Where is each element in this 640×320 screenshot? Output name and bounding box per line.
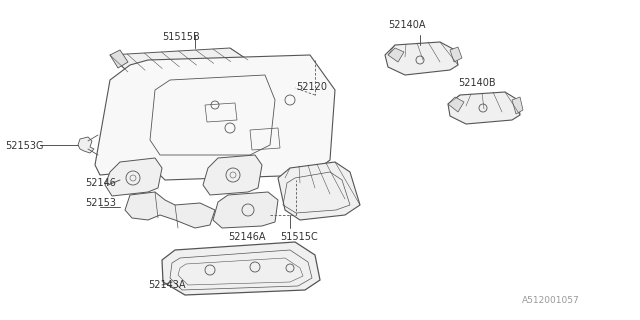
Polygon shape (450, 47, 462, 62)
Polygon shape (105, 158, 162, 196)
Text: 52153G: 52153G (5, 141, 44, 151)
Polygon shape (125, 192, 215, 228)
Text: 52140A: 52140A (388, 20, 426, 30)
Text: 52153: 52153 (85, 198, 116, 208)
Text: A512001057: A512001057 (522, 296, 580, 305)
Polygon shape (110, 48, 248, 72)
Polygon shape (512, 97, 523, 114)
Text: 52120: 52120 (296, 82, 327, 92)
Polygon shape (448, 92, 520, 124)
Polygon shape (448, 97, 464, 112)
Polygon shape (78, 137, 94, 153)
Text: 52143A: 52143A (148, 280, 186, 290)
Polygon shape (388, 48, 404, 62)
Text: 52140B: 52140B (458, 78, 495, 88)
Polygon shape (213, 192, 278, 228)
Text: 52146: 52146 (85, 178, 116, 188)
Polygon shape (162, 242, 320, 295)
Text: 51515B: 51515B (162, 32, 200, 42)
Polygon shape (95, 55, 335, 180)
Polygon shape (385, 42, 458, 75)
Polygon shape (203, 155, 262, 195)
Polygon shape (278, 162, 360, 220)
Polygon shape (110, 50, 128, 68)
Text: 52146A: 52146A (228, 232, 266, 242)
Text: 51515C: 51515C (280, 232, 317, 242)
